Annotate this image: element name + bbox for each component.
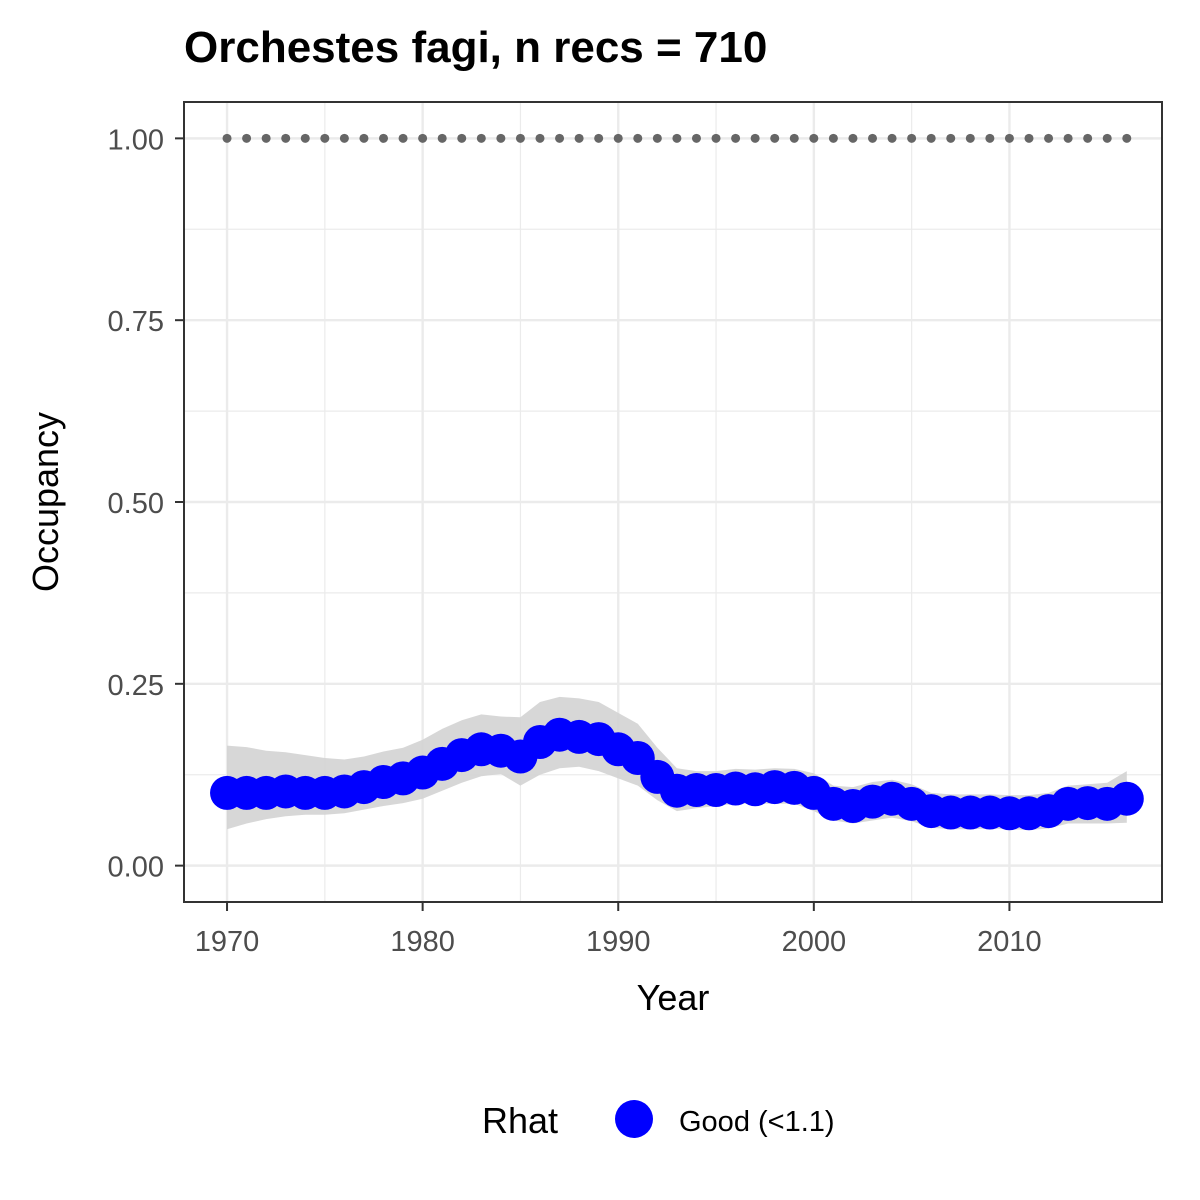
reference-point <box>281 133 291 143</box>
chart-title: Orchestes fagi, n recs = 710 <box>184 23 767 72</box>
reference-point <box>515 133 525 143</box>
reference-point <box>379 133 389 143</box>
reference-point <box>750 133 760 143</box>
reference-point <box>809 133 819 143</box>
reference-point <box>1024 133 1034 143</box>
reference-point <box>1122 133 1132 143</box>
reference-point <box>496 133 506 143</box>
reference-point <box>868 133 878 143</box>
x-axis-title: Year <box>637 977 710 1018</box>
reference-point <box>1063 133 1073 143</box>
reference-point <box>261 133 271 143</box>
reference-point <box>985 133 995 143</box>
reference-point <box>594 133 604 143</box>
x-tick-label: 1990 <box>586 926 651 958</box>
x-tick-label: 1980 <box>390 926 455 958</box>
reference-point <box>1083 133 1093 143</box>
reference-point <box>965 133 975 143</box>
reference-point <box>789 133 799 143</box>
y-tick-label: 0.00 <box>108 852 164 884</box>
reference-point <box>887 133 897 143</box>
reference-point <box>711 133 721 143</box>
reference-point <box>691 133 701 143</box>
y-tick-label: 0.50 <box>108 488 164 520</box>
reference-point <box>828 133 838 143</box>
reference-point <box>1044 133 1054 143</box>
legend: Rhat Good (<1.1) <box>482 1100 835 1141</box>
x-tick-label: 1970 <box>195 926 260 958</box>
reference-point <box>1004 133 1014 143</box>
reference-point <box>437 133 447 143</box>
reference-point <box>613 133 623 143</box>
reference-point <box>731 133 741 143</box>
occupancy-points-layer <box>210 717 1144 831</box>
y-tick-label: 0.75 <box>108 306 164 338</box>
reference-point <box>457 133 467 143</box>
reference-point <box>300 133 310 143</box>
reference-point <box>574 133 584 143</box>
reference-point <box>398 133 408 143</box>
reference-point <box>476 133 486 143</box>
reference-point <box>418 133 428 143</box>
x-tick-label: 2000 <box>782 926 847 958</box>
reference-point <box>848 133 858 143</box>
reference-point <box>535 133 545 143</box>
legend-label-good: Good (<1.1) <box>679 1106 835 1138</box>
legend-key-good <box>615 1100 653 1138</box>
y-tick-label: 0.25 <box>108 670 164 702</box>
reference-point <box>652 133 662 143</box>
reference-point <box>770 133 780 143</box>
axes: 1970 1980 1990 2000 2010 0.00 0.25 0.50 0.75 1.00 <box>108 124 1042 958</box>
reference-point <box>672 133 682 143</box>
reference-point <box>907 133 917 143</box>
x-tick-label: 2010 <box>977 926 1042 958</box>
occupancy-point <box>1109 781 1144 816</box>
y-tick-label: 1.00 <box>108 124 164 156</box>
reference-point <box>555 133 565 143</box>
reference-point <box>946 133 956 143</box>
reference-points-layer <box>222 133 1132 143</box>
legend-title: Rhat <box>482 1100 558 1141</box>
reference-point <box>339 133 349 143</box>
y-axis-title: Occupancy <box>25 412 66 592</box>
reference-point <box>222 133 232 143</box>
reference-point <box>242 133 252 143</box>
reference-point <box>359 133 369 143</box>
reference-point <box>633 133 643 143</box>
reference-point <box>1102 133 1112 143</box>
reference-point <box>320 133 330 143</box>
reference-point <box>926 133 936 143</box>
